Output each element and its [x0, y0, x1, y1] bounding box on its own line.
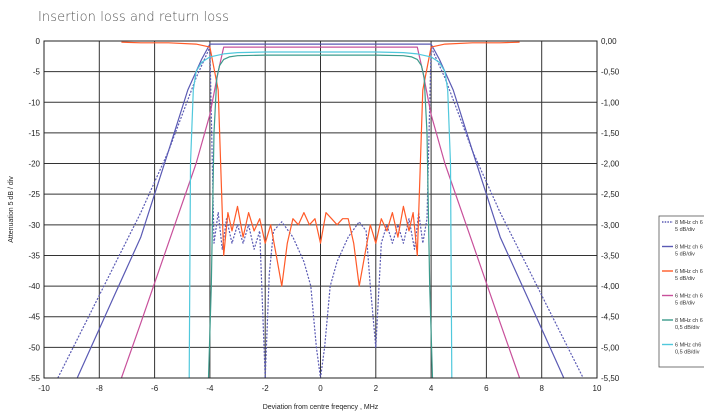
y2-tick-label: -4,50	[601, 313, 620, 322]
series-line-2	[76, 43, 565, 379]
y-tick-label: 0	[36, 37, 41, 46]
legend-sublabel: 5 dB/div	[675, 301, 695, 307]
chart-title: Insertion loss and return loss	[38, 10, 230, 25]
legend-label: 8 MHz ch 6	[675, 318, 703, 324]
plot-frame	[43, 40, 598, 379]
y2-tick-label: -1,00	[601, 98, 620, 107]
series-line-6	[188, 51, 453, 379]
legend-sublabel: 0,5 dB/div	[675, 325, 700, 331]
legend-sublabel: 0,5 dB/div	[675, 350, 700, 356]
y2-tick-label: -5,00	[601, 343, 620, 352]
y-tick-label: -15	[28, 129, 40, 138]
x-tick-label: -6	[151, 384, 159, 393]
y-axis-label: Attenuation 5 dB / div	[8, 176, 15, 243]
y2-tick-label: -1,50	[601, 129, 620, 138]
y-tick-label: -20	[28, 160, 40, 169]
series-line-3	[121, 41, 520, 287]
y2-tick-label: -2,00	[601, 160, 620, 169]
x-tick-label: -8	[96, 384, 104, 393]
tick-labels: -10 -8 -6 -4 -2 0 2 4 6 8 100-5-10-15-20-25-30-35-…	[28, 37, 619, 393]
series-line-5	[207, 54, 434, 379]
legend-label: 6 MHz ch6	[675, 343, 701, 349]
x-tick-label: 8	[539, 384, 544, 393]
x-tick-label: -4	[206, 384, 214, 393]
legend-box	[658, 215, 704, 368]
legend-label: 6 MHz ch 6	[675, 269, 703, 275]
y2-tick-label: -2,50	[601, 190, 620, 199]
legend-sublabel: 5 dB/div	[675, 252, 695, 258]
y-tick-label: -30	[28, 221, 40, 230]
plot-border	[43, 40, 598, 379]
grid	[43, 40, 598, 379]
y2-tick-label: -4,00	[601, 282, 620, 291]
legend-label: 8 MHz ch 6	[675, 245, 703, 251]
y-tick-label: -55	[28, 374, 40, 383]
legend-label: 8 MHz ch 6	[675, 220, 703, 226]
y-tick-label: -35	[28, 251, 40, 260]
legend-sublabel: 5 dB/div	[675, 276, 695, 282]
y-tick-label: -5	[33, 68, 41, 77]
y2-tick-label: -3,00	[601, 221, 620, 230]
y-tick-label: -10	[28, 98, 40, 107]
x-tick-label: 0	[318, 384, 323, 393]
x-tick-label: 4	[429, 384, 434, 393]
y2-tick-label: -5,50	[601, 374, 620, 383]
x-tick-label: 2	[374, 384, 379, 393]
x-axis-label: Deviation from centre freqency , MHz	[263, 404, 379, 411]
legend-label: 6 MHz ch 6	[675, 294, 703, 300]
x-tick-label: -10	[38, 384, 50, 393]
x-tick-label: 10	[593, 384, 602, 393]
y-tick-label: -25	[28, 190, 40, 199]
y-tick-label: -40	[28, 282, 40, 291]
y-tick-label: -45	[28, 313, 40, 322]
x-tick-label: 6	[484, 384, 489, 393]
y2-tick-label: 0,00	[601, 37, 617, 46]
y-tick-label: -50	[28, 343, 40, 352]
y2-tick-label: -3,50	[601, 251, 620, 260]
series-line-4	[120, 46, 521, 379]
legend-sublabel: 5 dB/div	[675, 227, 695, 233]
y2-tick-label: -0,50	[601, 68, 620, 77]
x-tick-label: -2	[262, 384, 270, 393]
